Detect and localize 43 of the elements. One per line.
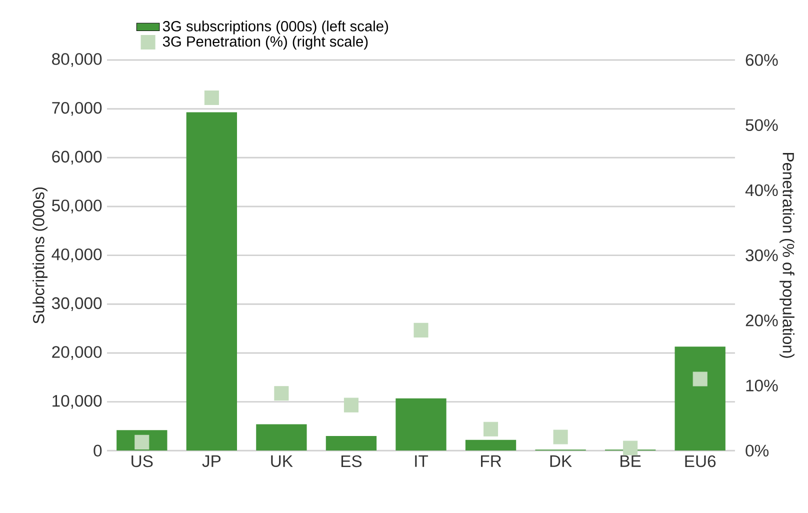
- y-tick-label: 40,000: [52, 248, 102, 262]
- bar: [186, 112, 238, 450]
- y2-tick-label: 20%: [746, 314, 778, 326]
- x-tick-label: JP: [202, 455, 221, 467]
- y2-tick-label: 10%: [746, 379, 778, 392]
- x-tick-label: UK: [271, 455, 293, 467]
- y-axis-title: Subcriptions (000s): [32, 187, 48, 324]
- point: [344, 398, 358, 412]
- y-tick-label: 60,000: [52, 150, 102, 164]
- point: [553, 430, 568, 444]
- x-tick-label: EU6: [685, 455, 716, 468]
- y2-tick-label: 30%: [746, 249, 778, 262]
- point: [623, 440, 638, 456]
- bar: [396, 398, 446, 450]
- bar: [674, 346, 726, 450]
- y-tick-label: 30,000: [52, 297, 102, 311]
- x-tick-label: ES: [341, 455, 362, 468]
- y-tick-label: 80,000: [52, 52, 102, 67]
- bar: [256, 424, 307, 450]
- y-tick-label: 0: [94, 444, 102, 456]
- y2-tick-label: 50%: [746, 119, 778, 131]
- y-tick-label: 70,000: [52, 102, 102, 116]
- bar: [465, 440, 516, 450]
- point: [274, 386, 289, 400]
- y2-tick-label: 60%: [746, 54, 778, 66]
- legend-label: 3G Penetration (%) (right scale): [162, 36, 368, 50]
- y-tick-label: 10,000: [52, 394, 102, 409]
- x-tick-label: BE: [620, 455, 641, 467]
- point: [484, 422, 498, 436]
- y2-tick-label: 0%: [746, 444, 769, 456]
- x-tick-label: IT: [415, 455, 428, 467]
- y-tick-label: 50,000: [52, 199, 102, 214]
- y2-tick-label: 40%: [745, 184, 778, 196]
- legend-label: 3G subscriptions (000s) (left scale): [162, 20, 388, 34]
- point: [692, 372, 708, 386]
- point: [204, 90, 219, 105]
- y2-axis-title: Penetration (% of population): [780, 152, 794, 358]
- point: [414, 322, 428, 338]
- x-tick-label: DK: [550, 455, 572, 467]
- x-tick-label: US: [132, 455, 153, 468]
- x-tick-label: FR: [481, 455, 502, 467]
- y-tick-label: 20,000: [52, 346, 102, 360]
- bar: [326, 436, 377, 450]
